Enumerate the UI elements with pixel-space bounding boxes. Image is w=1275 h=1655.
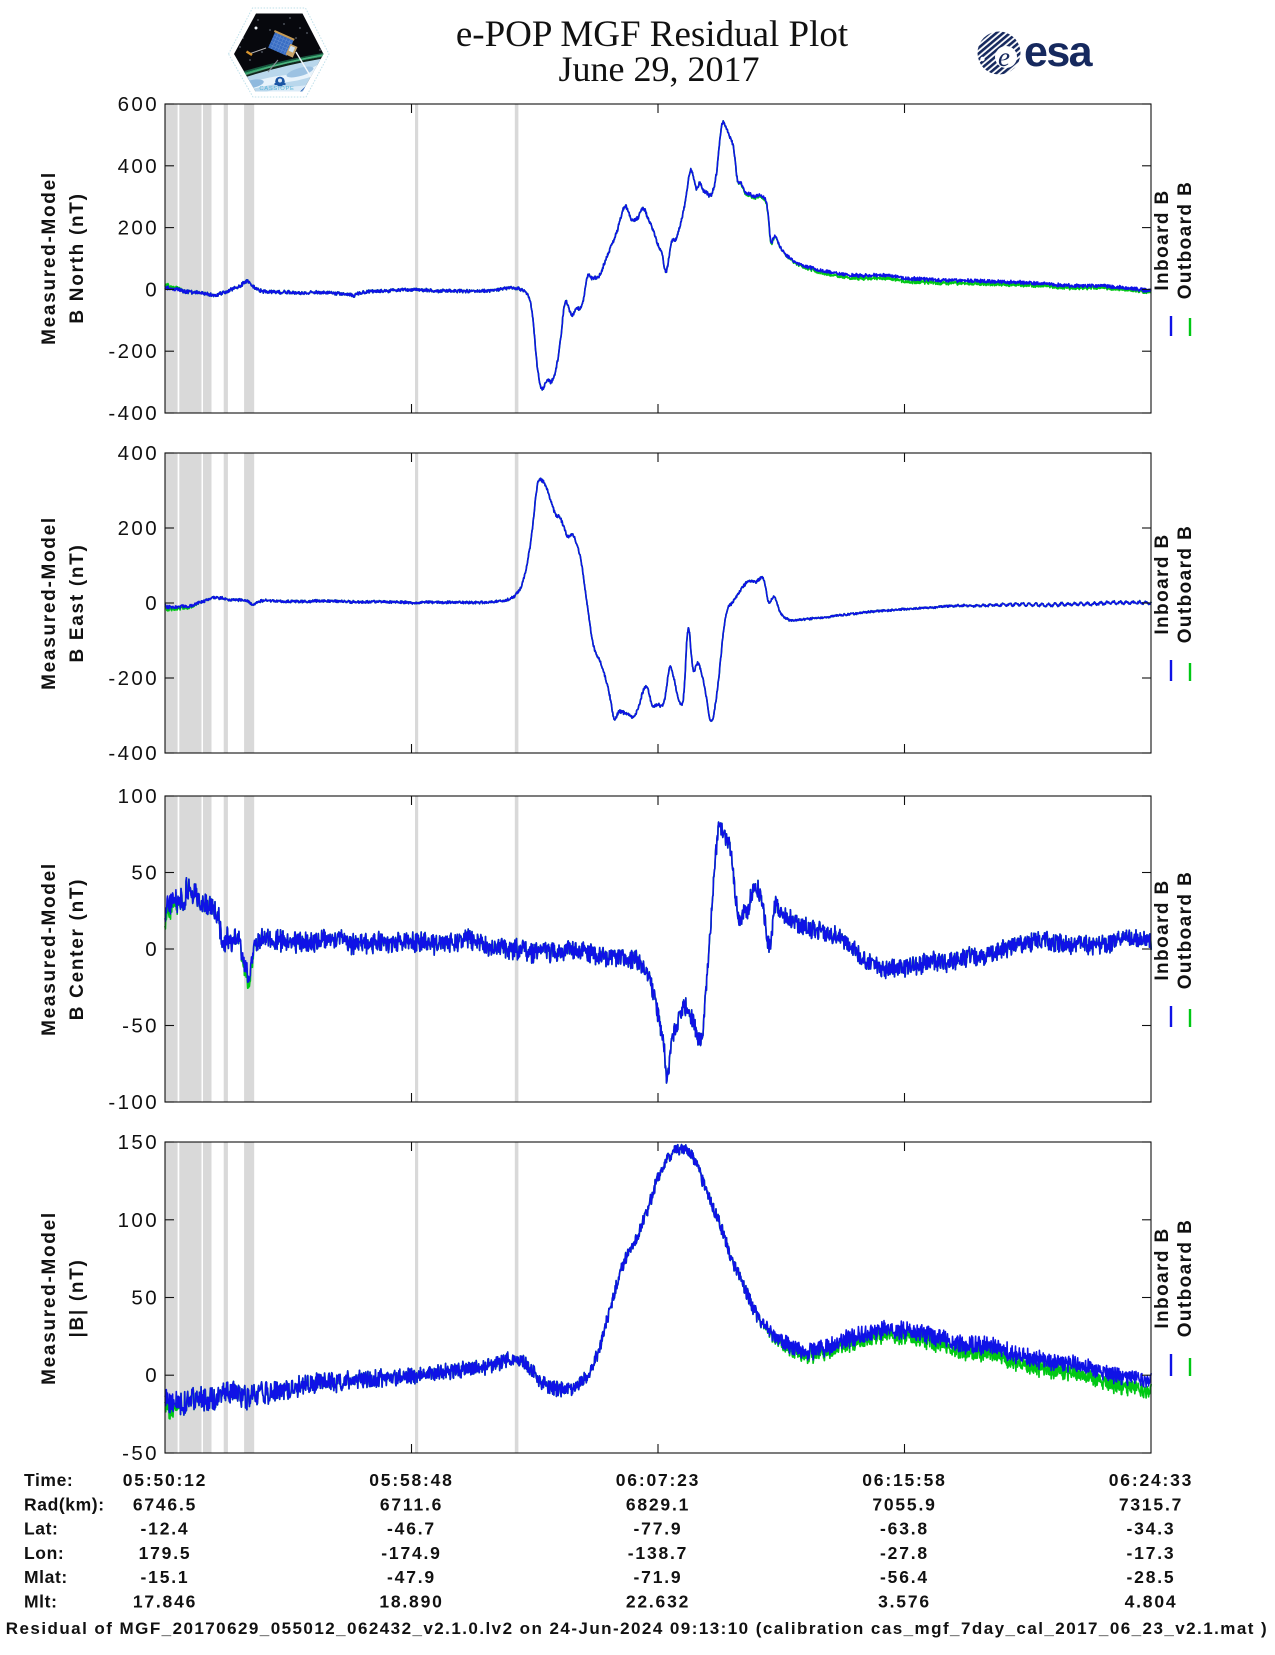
svg-text:-200: -200 [108,667,159,690]
svg-text:0: 0 [145,938,159,961]
svg-text:0: 0 [145,278,159,301]
svg-text:CASSIOPE: CASSIOPE [259,86,294,92]
svg-text:-12.4: -12.4 [141,1519,190,1539]
svg-text:Measured-Model: Measured-Model [39,1211,60,1385]
svg-text:Inboard B: Inboard B [1152,1227,1173,1328]
svg-text:-71.9: -71.9 [634,1567,683,1587]
svg-text:Outboard B: Outboard B [1175,181,1196,300]
svg-text:Inboard B: Inboard B [1152,189,1173,290]
svg-text:B Center (nT): B Center (nT) [67,878,88,1020]
svg-text:-56.4: -56.4 [880,1567,929,1587]
svg-text:Time:: Time: [24,1470,73,1490]
svg-text:-34.3: -34.3 [1127,1519,1176,1539]
svg-text:-400: -400 [108,742,159,765]
svg-text:|B| (nT): |B| (nT) [67,1258,88,1337]
svg-text:400: 400 [118,155,159,178]
svg-text:-100: -100 [108,1091,159,1114]
svg-text:-27.8: -27.8 [880,1543,929,1563]
svg-text:-50: -50 [122,1442,159,1465]
svg-text:B North (nT): B North (nT) [67,192,88,323]
svg-text:Mlt:: Mlt: [24,1592,58,1612]
svg-text:Inboard B: Inboard B [1152,533,1173,634]
svg-text:-200: -200 [108,340,159,363]
svg-text:-28.5: -28.5 [1127,1567,1176,1587]
svg-text:-15.1: -15.1 [141,1567,190,1587]
svg-text:Measured-Model: Measured-Model [39,171,60,345]
svg-text:100: 100 [118,785,159,808]
svg-text:200: 200 [118,517,159,540]
svg-text:150: 150 [118,1131,159,1154]
svg-text:7055.9: 7055.9 [872,1494,936,1514]
svg-text:Outboard B: Outboard B [1175,525,1196,644]
svg-text:Lon:: Lon: [24,1543,64,1563]
svg-text:Measured-Model: Measured-Model [39,516,60,690]
svg-text:17.846: 17.846 [133,1592,197,1612]
svg-text:B East (nT): B East (nT) [67,544,88,663]
svg-text:-47.9: -47.9 [387,1567,436,1587]
svg-text:Measured-Model: Measured-Model [39,862,60,1036]
svg-text:06:15:58: 06:15:58 [862,1470,946,1490]
svg-text:18.890: 18.890 [379,1592,443,1612]
svg-text:Mlat:: Mlat: [24,1567,68,1587]
svg-text:-138.7: -138.7 [628,1543,688,1563]
svg-text:Rad(km):: Rad(km): [24,1494,105,1514]
svg-text:6711.6: 6711.6 [380,1494,443,1514]
svg-text:3.576: 3.576 [878,1592,931,1612]
svg-text:-77.9: -77.9 [634,1519,683,1539]
svg-text:06:24:33: 06:24:33 [1109,1470,1193,1490]
svg-text:Residual of MGF_20170629_05501: Residual of MGF_20170629_055012_062432_v… [6,1619,1268,1638]
svg-text:-400: -400 [108,402,159,425]
svg-text:4.804: 4.804 [1125,1592,1178,1612]
svg-text:400: 400 [118,442,159,465]
svg-text:Lat:: Lat: [24,1519,58,1539]
svg-text:05:50:12: 05:50:12 [123,1470,207,1490]
svg-text:22.632: 22.632 [626,1592,690,1612]
svg-text:7315.7: 7315.7 [1119,1494,1183,1514]
svg-text:50: 50 [131,862,159,885]
svg-text:-46.7: -46.7 [387,1519,436,1539]
svg-text:0: 0 [145,592,159,615]
svg-text:esa: esa [1024,28,1094,76]
svg-text:50: 50 [131,1287,159,1310]
svg-text:Inboard B: Inboard B [1152,879,1173,980]
svg-text:-17.3: -17.3 [1127,1543,1176,1563]
svg-text:6746.5: 6746.5 [133,1494,197,1514]
svg-text:-63.8: -63.8 [880,1519,929,1539]
svg-text:-50: -50 [122,1015,159,1038]
svg-text:6829.1: 6829.1 [626,1494,690,1514]
svg-text:06:07:23: 06:07:23 [616,1470,700,1490]
svg-text:0: 0 [145,1364,159,1387]
svg-text:Outboard B: Outboard B [1175,871,1196,990]
svg-text:-174.9: -174.9 [381,1543,441,1563]
svg-text:05:58:48: 05:58:48 [369,1470,453,1490]
svg-text:June 29, 2017: June 29, 2017 [559,49,760,89]
svg-text:200: 200 [118,217,159,240]
svg-text:Outboard B: Outboard B [1175,1219,1196,1338]
svg-text:e-POP MGF Residual Plot: e-POP MGF Residual Plot [456,14,849,55]
svg-text:600: 600 [118,93,159,116]
svg-text:100: 100 [118,1209,159,1232]
svg-text:179.5: 179.5 [139,1543,192,1563]
svg-text:e: e [998,42,1010,72]
